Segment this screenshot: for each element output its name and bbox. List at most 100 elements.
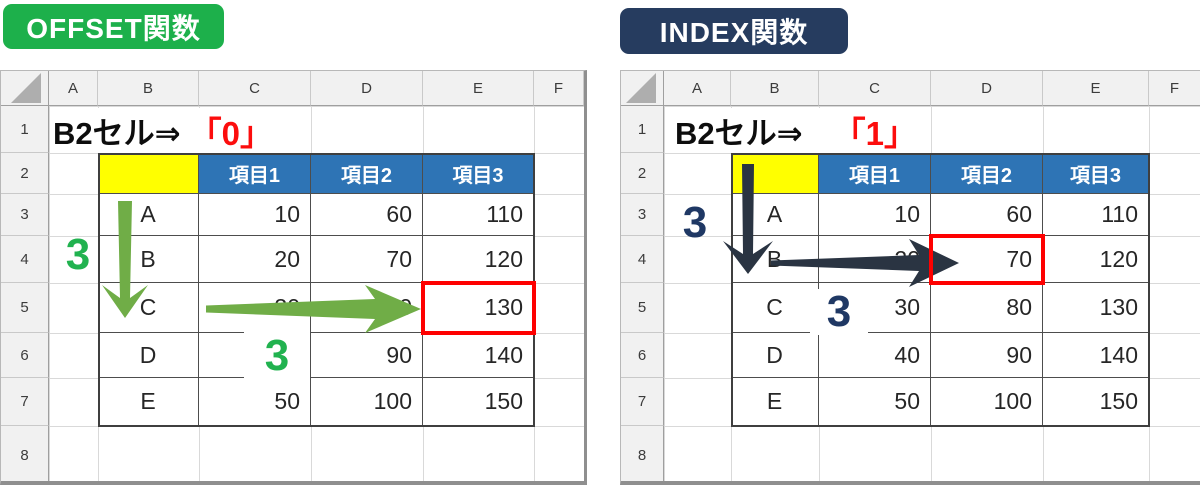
result-cell-highlight xyxy=(421,281,536,335)
value-cell-D5[interactable]: 80 xyxy=(931,283,1043,333)
row-header-4[interactable]: 4 xyxy=(621,236,664,283)
column-header-E[interactable]: E xyxy=(1043,71,1149,106)
value-cell-E6[interactable]: 140 xyxy=(423,333,534,378)
row-offset-label: 3 xyxy=(65,230,91,279)
gridline xyxy=(49,426,584,427)
row-header-8[interactable]: 8 xyxy=(1,426,49,481)
column-header-B[interactable]: B xyxy=(98,71,199,106)
row-label-cell-B6[interactable]: D xyxy=(731,333,819,378)
spreadsheet-grid: A B C D E F 1 2 3 4 5 6 7 8 B2セル⇒ 「1」 項目1 項目2 項目3 A 10 60 110 B… xyxy=(620,70,1200,485)
row-header-5[interactable]: 5 xyxy=(1,283,49,333)
row-label-cell-B5[interactable]: C xyxy=(731,283,819,333)
value-cell-C3[interactable]: 10 xyxy=(819,194,931,236)
value-cell-E6[interactable]: 140 xyxy=(1043,333,1149,378)
value-cell-C6[interactable]: 40 xyxy=(819,333,931,378)
row-header-6[interactable]: 6 xyxy=(621,333,664,378)
formula-result-value: 「1」 xyxy=(832,114,917,152)
row-header-3[interactable]: 3 xyxy=(1,194,49,236)
row-header-1[interactable]: 1 xyxy=(1,106,49,153)
header-cell-項目3[interactable]: 項目3 xyxy=(423,153,534,194)
header-cell-項目2[interactable]: 項目2 xyxy=(931,153,1043,194)
row-header-2[interactable]: 2 xyxy=(1,153,49,194)
row-offset-label: 3 xyxy=(682,198,708,247)
value-cell-E4[interactable]: 120 xyxy=(1043,236,1149,283)
formula-annotation: B2セル⇒ 「1」 xyxy=(673,108,923,153)
value-cell-C7[interactable]: 50 xyxy=(199,378,311,426)
column-header-E[interactable]: E xyxy=(423,71,534,106)
value-cell-E3[interactable]: 110 xyxy=(1043,194,1149,236)
row-label-cell-B4[interactable]: B xyxy=(98,236,199,283)
column-header-C[interactable]: C xyxy=(819,71,931,106)
row-header-5[interactable]: 5 xyxy=(621,283,664,333)
value-cell-D4[interactable]: 70 xyxy=(311,236,423,283)
value-cell-E7[interactable]: 150 xyxy=(1043,378,1149,426)
value-cell-E5[interactable]: 130 xyxy=(1043,283,1149,333)
row-header-1[interactable]: 1 xyxy=(621,106,664,153)
row-label-cell-B7[interactable]: E xyxy=(98,378,199,426)
row-label-cell-B6[interactable]: D xyxy=(98,333,199,378)
gridline xyxy=(664,106,665,481)
column-header-D[interactable]: D xyxy=(931,71,1043,106)
value-cell-C5[interactable]: 30 xyxy=(199,283,311,333)
select-all-triangle-icon xyxy=(626,73,656,103)
value-cell-C4[interactable]: 20 xyxy=(199,236,311,283)
selected-cell-B2[interactable] xyxy=(731,153,819,194)
value-cell-E3[interactable]: 110 xyxy=(423,194,534,236)
function-badge: OFFSET関数 xyxy=(3,4,224,49)
value-cell-D6[interactable]: 90 xyxy=(931,333,1043,378)
value-cell-E7[interactable]: 150 xyxy=(423,378,534,426)
formula-prefix: B2セル⇒ xyxy=(53,116,181,151)
row-label-cell-B5[interactable]: C xyxy=(98,283,199,333)
col-offset-label: 3 xyxy=(264,331,290,380)
row-label-cell-B3[interactable]: A xyxy=(731,194,819,236)
column-header-C[interactable]: C xyxy=(199,71,311,106)
selected-cell-B2[interactable] xyxy=(98,153,199,194)
header-cell-項目1[interactable]: 項目1 xyxy=(819,153,931,194)
col-offset-label: 3 xyxy=(826,287,852,336)
value-cell-D3[interactable]: 60 xyxy=(931,194,1043,236)
value-cell-E4[interactable]: 120 xyxy=(423,236,534,283)
gridline xyxy=(1149,106,1150,481)
formula-result-value: 「0」 xyxy=(188,114,273,152)
result-cell-highlight xyxy=(929,234,1045,285)
row-header-6[interactable]: 6 xyxy=(1,333,49,378)
function-badge: INDEX関数 xyxy=(620,8,848,54)
value-cell-C4[interactable]: 20 xyxy=(819,236,931,283)
row-header-7[interactable]: 7 xyxy=(1,378,49,426)
header-cell-項目3[interactable]: 項目3 xyxy=(1043,153,1149,194)
column-header-B[interactable]: B xyxy=(731,71,819,106)
value-cell-D7[interactable]: 100 xyxy=(931,378,1043,426)
value-cell-E5[interactable]: 130 xyxy=(423,283,534,333)
select-all-triangle-icon xyxy=(11,73,41,103)
header-cell-項目2[interactable]: 項目2 xyxy=(311,153,423,194)
row-header-2[interactable]: 2 xyxy=(621,153,664,194)
row-label-cell-B4[interactable]: B xyxy=(731,236,819,283)
value-cell-C3[interactable]: 10 xyxy=(199,194,311,236)
row-header-7[interactable]: 7 xyxy=(621,378,664,426)
column-header-F[interactable]: F xyxy=(534,71,584,106)
select-all-corner[interactable] xyxy=(621,71,664,106)
row-header-4[interactable]: 4 xyxy=(1,236,49,283)
value-cell-D3[interactable]: 60 xyxy=(311,194,423,236)
column-header-D[interactable]: D xyxy=(311,71,423,106)
label-backplate xyxy=(244,332,310,380)
gridline xyxy=(49,106,50,481)
value-cell-C7[interactable]: 50 xyxy=(819,378,931,426)
label-backplate xyxy=(810,289,868,335)
row-header-3[interactable]: 3 xyxy=(621,194,664,236)
value-cell-D5[interactable]: 80 xyxy=(311,283,423,333)
column-header-A[interactable]: A xyxy=(49,71,98,106)
select-all-corner[interactable] xyxy=(1,71,49,106)
row-label-cell-B7[interactable]: E xyxy=(731,378,819,426)
column-header-A[interactable]: A xyxy=(664,71,731,106)
gridline xyxy=(49,106,584,107)
index-function-panel: INDEX関数 A B C D E F 1 2 3 4 5 6 7 8 B2セル⇒ 「1」 項目1 項目2 項目3 A 1… xyxy=(620,0,1200,485)
row-label-cell-B3[interactable]: A xyxy=(98,194,199,236)
header-cell-項目1[interactable]: 項目1 xyxy=(199,153,311,194)
value-cell-D6[interactable]: 90 xyxy=(311,333,423,378)
column-header-F[interactable]: F xyxy=(1149,71,1200,106)
row-header-8[interactable]: 8 xyxy=(621,426,664,481)
gridline xyxy=(664,426,1200,427)
value-cell-D7[interactable]: 100 xyxy=(311,378,423,426)
